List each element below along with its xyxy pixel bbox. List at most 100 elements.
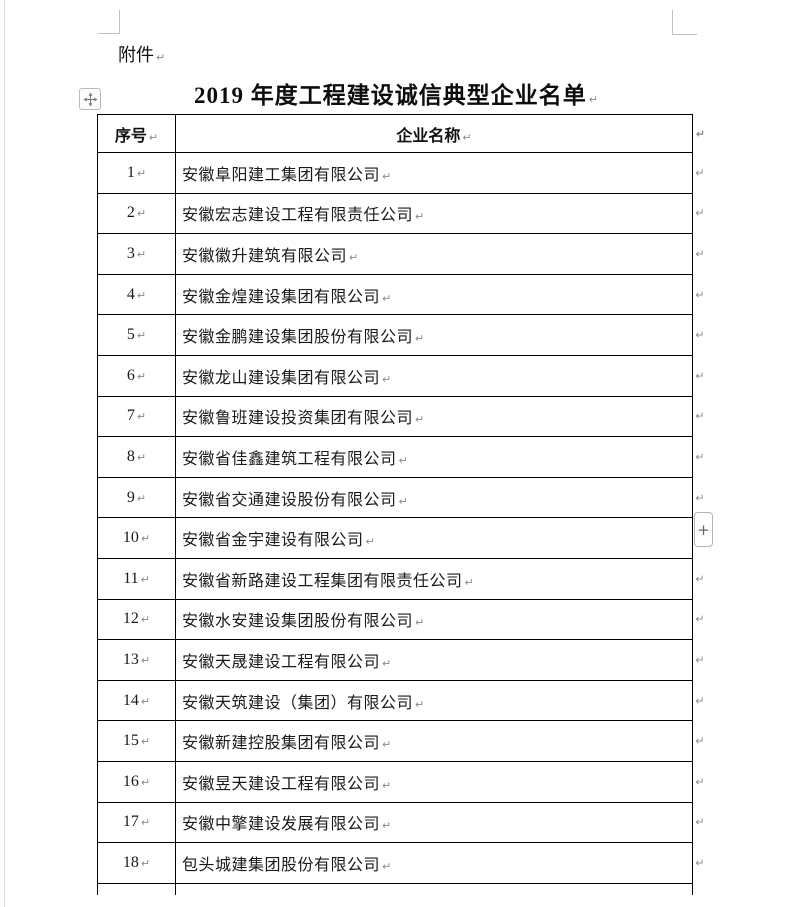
table-row-clipped bbox=[97, 882, 693, 896]
paragraph-mark: ↵ bbox=[136, 450, 147, 464]
serial-text: 13 bbox=[122, 650, 139, 668]
company-name-text: 安徽省新路建设工程集团有限责任公司 bbox=[182, 572, 463, 590]
table-row: 11 ↵ 安徽省新路建设工程集团有限责任公司 ↵ ↵ bbox=[97, 557, 705, 600]
serial-cell: 8 ↵ bbox=[97, 436, 176, 478]
paragraph-mark: ↵ bbox=[462, 130, 472, 144]
table-row: 1 ↵ 安徽阜阳建工集团有限公司 ↵ ↵ bbox=[97, 152, 705, 194]
serial-text: 9 bbox=[126, 488, 135, 506]
company-name-cell: 安徽金鹏建设集团股份有限公司 ↵ ↵ bbox=[175, 314, 705, 356]
paragraph-mark: ↵ bbox=[136, 166, 147, 180]
row-end-mark: ↵ bbox=[695, 856, 705, 870]
paragraph-mark: ↵ bbox=[156, 51, 166, 64]
serial-cell bbox=[97, 882, 176, 896]
company-name-text: 安徽省金宇建设有限公司 bbox=[182, 532, 364, 550]
paragraph-mark: ↵ bbox=[349, 250, 359, 264]
table-move-handle[interactable] bbox=[79, 88, 101, 110]
table-body: 1 ↵ 安徽阜阳建工集团有限公司 ↵ ↵ 2 ↵ 安徽宏志建设工程有限责任公司 ↵ ↵ 3 ↵ 安徽徽升… bbox=[97, 152, 705, 896]
row-end-mark: ↵ bbox=[695, 694, 705, 708]
company-name-text: 安徽阜阳建工集团有限公司 bbox=[182, 166, 381, 184]
company-name-text: 安徽龙山建设集团有限公司 bbox=[182, 369, 381, 387]
company-name-cell: 安徽省新路建设工程集团有限责任公司 ↵ ↵ bbox=[175, 557, 705, 600]
company-name-cell: 安徽天晟建设工程有限公司 ↵ ↵ bbox=[175, 639, 705, 681]
paragraph-mark: ↵ bbox=[140, 816, 151, 830]
table-row: 13 ↵ 安徽天晟建设工程有限公司 ↵ ↵ bbox=[97, 639, 705, 681]
company-name-text: 安徽新建控股集团有限公司 bbox=[182, 735, 381, 753]
serial-cell: 7 ↵ bbox=[97, 395, 176, 438]
table-header-row: 序号 ↵ 企业名称 ↵ ↵ bbox=[97, 114, 705, 153]
paragraph-mark: ↵ bbox=[415, 332, 425, 346]
company-name-text: 安徽鲁班建设投资集团有限公司 bbox=[182, 410, 414, 428]
company-name-text: 安徽天晟建设工程有限公司 bbox=[182, 653, 381, 671]
company-name-cell: 安徽天筑建设（集团）有限公司 ↵ ↵ bbox=[175, 679, 705, 722]
serial-text: 12 bbox=[122, 610, 139, 628]
header-cell-serial: 序号 ↵ bbox=[97, 114, 176, 153]
serial-text: 15 bbox=[122, 732, 139, 750]
paragraph-mark: ↵ bbox=[136, 207, 147, 221]
company-name-cell: 安徽中擎建设发展有限公司 ↵ ↵ bbox=[175, 801, 705, 844]
row-end-mark: ↵ bbox=[695, 775, 705, 789]
table-row: 14 ↵ 安徽天筑建设（集团）有限公司 ↵ ↵ bbox=[97, 679, 705, 722]
paragraph-mark: ↵ bbox=[140, 572, 150, 586]
paragraph-mark: ↵ bbox=[136, 491, 147, 505]
company-name-text: 安徽金鹏建设集团股份有限公司 bbox=[182, 329, 414, 347]
company-name-text: 安徽中擎建设发展有限公司 bbox=[182, 816, 381, 834]
table-row: 16 ↵ 安徽昱天建设工程有限公司 ↵ ↵ bbox=[97, 760, 705, 803]
paragraph-mark: ↵ bbox=[140, 653, 151, 667]
company-name-text: 安徽省佳鑫建筑工程有限公司 bbox=[182, 450, 397, 468]
row-end-mark: ↵ bbox=[695, 734, 705, 748]
serial-text: 10 bbox=[122, 529, 139, 547]
row-end-mark: ↵ bbox=[695, 206, 705, 220]
paragraph-mark: ↵ bbox=[398, 453, 408, 467]
paragraph-mark: ↵ bbox=[140, 694, 151, 708]
paragraph-mark: ↵ bbox=[382, 656, 392, 670]
row-end-mark: ↵ bbox=[695, 612, 705, 626]
company-name-cell: 安徽昱天建设工程有限公司 ↵ ↵ bbox=[175, 760, 705, 803]
paragraph-mark: ↵ bbox=[136, 247, 147, 261]
paragraph-mark: ↵ bbox=[140, 735, 151, 749]
serial-cell: 14 ↵ bbox=[97, 679, 176, 722]
text-boundary-mark-top-left bbox=[98, 33, 120, 34]
serial-cell: 12 ↵ bbox=[97, 598, 176, 641]
row-end-mark: ↵ bbox=[695, 247, 705, 261]
serial-cell: 15 ↵ bbox=[97, 720, 176, 762]
serial-text: 2 bbox=[126, 204, 135, 222]
company-name-cell: 安徽省佳鑫建筑工程有限公司 ↵ ↵ bbox=[175, 436, 705, 478]
table-row: 5 ↵ 安徽金鹏建设集团股份有限公司 ↵ ↵ bbox=[97, 314, 705, 356]
paragraph-mark: ↵ bbox=[136, 288, 147, 302]
window-edge-line bbox=[4, 0, 5, 907]
serial-text: 7 bbox=[126, 407, 135, 425]
row-end-mark: ↵ bbox=[695, 450, 705, 464]
table-row: 3 ↵ 安徽徽升建筑有限公司 ↵ ↵ bbox=[97, 233, 705, 275]
paragraph-mark: ↵ bbox=[140, 856, 151, 870]
company-name-cell: 安徽阜阳建工集团有限公司 ↵ ↵ bbox=[175, 152, 705, 194]
table-row: 8 ↵ 安徽省佳鑫建筑工程有限公司 ↵ ↵ bbox=[97, 436, 705, 478]
company-name-text: 安徽金煌建设集团有限公司 bbox=[182, 288, 381, 306]
row-end-mark: ↵ bbox=[695, 166, 705, 180]
header-serial-text: 序号 bbox=[114, 127, 147, 145]
row-end-mark: ↵ bbox=[695, 815, 705, 829]
table-row: 10 ↵安徽省金宇建设有限公司↵↵ bbox=[97, 517, 705, 559]
company-name-cell: 安徽新建控股集团有限公司 ↵ ↵ bbox=[175, 720, 705, 762]
table-row: 6 ↵ 安徽龙山建设集团有限公司 ↵ ↵ bbox=[97, 354, 705, 397]
company-name-text: 安徽昱天建设工程有限公司 bbox=[182, 775, 381, 793]
paragraph-mark: ↵ bbox=[140, 775, 151, 789]
serial-text: 11 bbox=[123, 569, 139, 587]
header-cell-company: 企业名称 ↵ ↵ bbox=[175, 114, 705, 153]
header-company-text: 企业名称 bbox=[396, 127, 461, 145]
paragraph-mark: ↵ bbox=[136, 329, 147, 343]
paragraph-mark: ↵ bbox=[148, 130, 159, 144]
company-name-text: 安徽宏志建设工程有限责任公司 bbox=[182, 207, 414, 225]
paragraph-mark: ↵ bbox=[382, 291, 392, 305]
serial-text: 4 bbox=[126, 285, 135, 303]
paragraph-mark: ↵ bbox=[365, 535, 375, 549]
company-name-cell: 安徽省金宇建设有限公司↵↵ bbox=[175, 517, 705, 559]
table-row: 7 ↵ 安徽鲁班建设投资集团有限公司 ↵ ↵ bbox=[97, 395, 705, 438]
company-name-text: 安徽水安建设集团股份有限公司 bbox=[182, 613, 414, 631]
table-row: 17 ↵ 安徽中擎建设发展有限公司 ↵ ↵ bbox=[97, 801, 705, 844]
paragraph-mark: ↵ bbox=[382, 738, 392, 752]
paragraph-mark: ↵ bbox=[415, 413, 425, 427]
paragraph-mark: ↵ bbox=[382, 859, 392, 873]
add-button[interactable]: + bbox=[694, 512, 713, 547]
move-cross-icon bbox=[82, 91, 98, 107]
